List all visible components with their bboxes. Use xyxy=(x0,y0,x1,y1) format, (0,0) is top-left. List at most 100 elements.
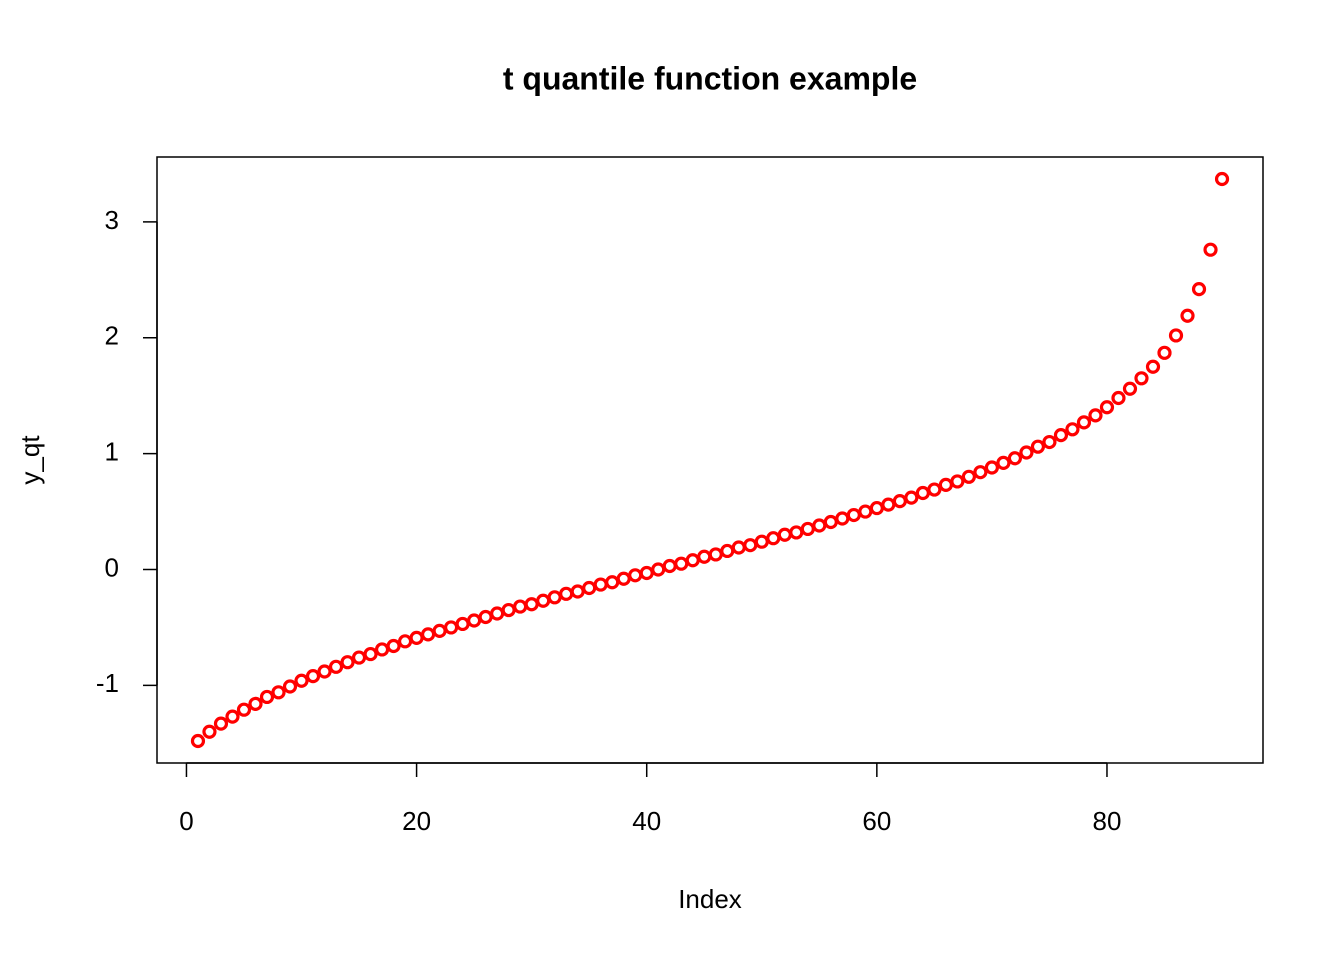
point xyxy=(961,469,976,484)
point xyxy=(938,477,953,493)
point xyxy=(202,724,217,739)
point xyxy=(766,531,781,546)
point xyxy=(846,507,861,523)
point xyxy=(1111,390,1126,406)
point xyxy=(524,597,539,612)
point xyxy=(409,630,424,645)
point xyxy=(432,623,447,639)
point xyxy=(374,642,390,657)
point xyxy=(1053,427,1069,443)
point xyxy=(950,474,965,489)
point xyxy=(351,650,367,665)
point xyxy=(444,620,459,635)
point xyxy=(1088,408,1103,423)
point xyxy=(328,659,344,674)
point xyxy=(869,500,884,516)
x-tick-label: 0 xyxy=(179,806,193,836)
x-tick-label: 20 xyxy=(402,806,431,836)
point xyxy=(605,575,620,590)
point xyxy=(639,565,654,581)
point xyxy=(1134,371,1149,386)
y-tick-label: 0 xyxy=(105,552,119,582)
point xyxy=(651,562,666,577)
x-axis-label: Index xyxy=(678,884,742,914)
x-tick-label: 40 xyxy=(632,806,661,836)
point xyxy=(1099,400,1115,415)
point xyxy=(984,460,1000,475)
point xyxy=(397,634,413,649)
point xyxy=(1007,451,1023,466)
point xyxy=(1030,439,1046,454)
point xyxy=(685,553,700,568)
y-tick-label: 3 xyxy=(105,205,119,235)
point xyxy=(708,547,723,562)
point xyxy=(386,638,401,654)
point xyxy=(662,558,677,574)
point xyxy=(259,689,275,705)
point xyxy=(1180,308,1195,323)
point xyxy=(1168,328,1184,343)
point xyxy=(789,525,804,540)
point xyxy=(294,673,309,688)
point xyxy=(973,465,988,480)
point xyxy=(248,696,263,712)
point xyxy=(835,511,850,526)
point xyxy=(1214,171,1230,187)
point xyxy=(213,716,229,731)
point xyxy=(904,490,919,505)
point xyxy=(892,494,907,509)
point xyxy=(236,702,252,717)
point xyxy=(731,540,746,555)
point xyxy=(536,593,551,608)
point xyxy=(467,613,482,628)
point xyxy=(582,580,597,596)
point xyxy=(1203,242,1218,257)
point xyxy=(823,514,838,530)
point xyxy=(1042,434,1057,450)
point xyxy=(501,602,516,618)
point xyxy=(420,627,436,642)
point xyxy=(881,497,896,512)
point xyxy=(1076,415,1092,430)
point xyxy=(305,668,321,684)
point xyxy=(628,568,643,583)
y-tick-label: 1 xyxy=(105,437,119,467)
x-tick-label: 80 xyxy=(1093,806,1122,836)
point xyxy=(317,664,332,679)
point xyxy=(1065,422,1080,437)
point xyxy=(547,590,562,605)
point xyxy=(996,455,1011,470)
point xyxy=(720,543,735,559)
point xyxy=(1191,281,1207,297)
x-tick-label: 60 xyxy=(862,806,891,836)
y-tick-label: -1 xyxy=(96,668,119,698)
y-axis-label: y_qt xyxy=(15,435,45,485)
point xyxy=(282,679,298,694)
point xyxy=(697,549,712,564)
point xyxy=(478,609,493,625)
y-tick-label: 2 xyxy=(105,321,119,351)
point xyxy=(559,586,574,601)
point xyxy=(1122,381,1138,396)
point xyxy=(915,485,930,501)
point xyxy=(1157,345,1172,360)
point xyxy=(754,534,769,549)
point xyxy=(674,556,689,571)
point xyxy=(777,527,792,542)
point xyxy=(271,685,286,700)
point xyxy=(593,577,608,592)
point xyxy=(570,584,585,599)
point xyxy=(616,571,631,586)
chart-title: t quantile function example xyxy=(503,60,917,96)
point xyxy=(490,606,505,621)
point xyxy=(363,646,378,662)
point xyxy=(812,518,827,533)
point xyxy=(800,521,815,537)
point xyxy=(340,655,355,670)
point xyxy=(513,599,528,614)
plot-frame xyxy=(156,156,1264,764)
point xyxy=(225,709,240,724)
point xyxy=(927,482,942,497)
point xyxy=(743,538,758,553)
